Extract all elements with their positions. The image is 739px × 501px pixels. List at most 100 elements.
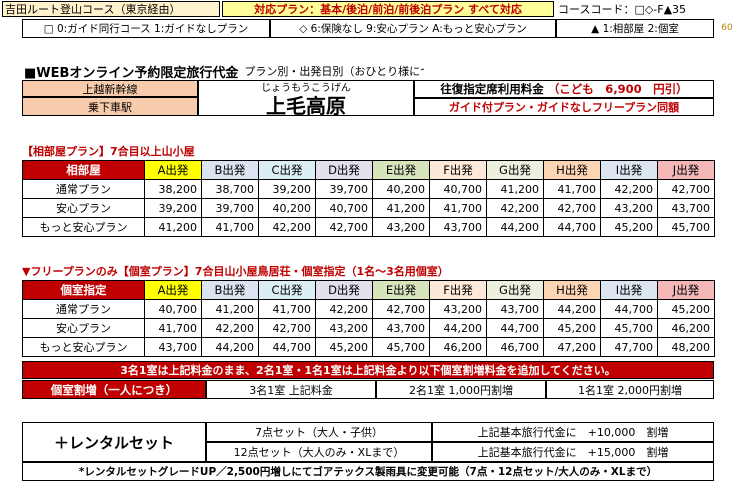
rental-set-7: 7点セット（大人・子供） [206,422,432,442]
price-cell: 43,700 [657,198,715,218]
departure-header: H出発 [543,160,601,180]
train-label: 上越新幹線 [22,80,198,97]
price-cell: 39,200 [144,198,202,218]
plan-name: 安心プラン [22,318,145,338]
course-code: コースコード：□◇-F▲35 [558,3,687,16]
departure-header: I出発 [600,160,658,180]
price-cell: 41,200 [372,198,430,218]
table-row: 安心プラン 41,700 42,200 42,700 43,200 43,700 44,20… [22,318,715,338]
price-cell: 40,200 [258,198,316,218]
price-cell: 41,700 [543,179,601,199]
price-cell: 44,200 [486,217,544,237]
guide-note: ガイド付プラン・ガイドなしフリープラン同額 [414,98,714,116]
departure-header: J出発 [657,280,715,300]
price-cell: 45,700 [657,217,715,237]
price-cell: 46,200 [657,318,715,338]
page-title-sub: プラン別・出発日別（おひとり様につき／単位：円） [244,65,424,78]
private-section-title: ▼フリープランのみ【個室プラン】7合目山小屋鳥居荘・個室指定（1名～3名用個室） [22,265,449,278]
price-cell: 43,700 [486,299,544,319]
surcharge-banner: 3名1室は上記料金のまま、2名1室・1名1室は上記料金より以下個室割増料金を追加… [22,361,714,379]
price-cell: 44,200 [429,318,487,338]
child-fare: （こども 6,900 円引） [547,82,688,96]
price-cell: 45,200 [600,217,658,237]
departure-header: C出発 [258,160,316,180]
departure-header: B出発 [201,160,259,180]
price-cell: 43,700 [429,217,487,237]
price-cell: 43,200 [429,299,487,319]
price-cell: 38,200 [144,179,202,199]
rental-set-7-price: 上記基本旅行代金に +10,000 割増 [432,422,714,442]
price-cell: 47,200 [543,337,601,357]
departure-header: G出発 [486,280,544,300]
price-cell: 41,200 [144,217,202,237]
price-cell: 38,700 [201,179,259,199]
price-cell: 46,700 [486,337,544,357]
fare-label-text: 往復指定席利用料金 [440,82,544,96]
price-cell: 39,700 [315,179,373,199]
price-cell: 43,200 [600,198,658,218]
board-label: 乗下車駅 [22,97,198,116]
plan-name: もっと安心プラン [22,337,145,357]
table-row: 安心プラン 39,200 39,700 40,200 40,700 41,200 41,70… [22,198,715,218]
rental-note: *レンタルセットグレードUP／2,500円増しにてゴアテックス製雨具に変更可能（… [22,462,714,481]
price-cell: 43,700 [144,337,202,357]
shared-price-table: 相部屋 A出発 B出発 C出発 D出発 E出発 F出発 G出発 H出発 I出発 J出発 通常プラン 38… [22,160,715,237]
price-cell: 41,700 [258,299,316,319]
fare-label: 往復指定席利用料金 （こども 6,900 円引） [414,80,714,98]
page-title-main: ■WEBオンライン予約限定旅行代金 [24,65,239,81]
price-cell: 39,700 [201,198,259,218]
price-cell: 42,700 [258,318,316,338]
price-cell: 42,200 [201,318,259,338]
price-cell: 41,700 [144,318,202,338]
rental-set-12: 12点セット（大人のみ・XLまで） [206,442,432,462]
price-cell: 42,700 [372,299,430,319]
price-cell: 42,700 [315,217,373,237]
table-corner-label: 相部屋 [22,160,145,180]
legend-guide: □ 0:ガイド同行コース 1:ガイドなしプラン [22,19,270,38]
price-cell: 45,200 [657,299,715,319]
rental-title: ＋レンタルセット [22,422,206,462]
departure-header: A出発 [144,160,202,180]
price-cell: 42,200 [315,299,373,319]
price-cell: 40,200 [372,179,430,199]
price-cell: 45,200 [543,318,601,338]
page-number: 60 [721,23,733,33]
departure-header: A出発 [144,280,202,300]
departure-header: E出発 [372,280,430,300]
departure-header: F出発 [429,160,487,180]
price-cell: 44,700 [486,318,544,338]
price-cell: 44,200 [201,337,259,357]
station-kana: じょうもうこうげん [261,83,351,93]
price-cell: 43,700 [372,318,430,338]
price-cell: 41,700 [201,217,259,237]
surcharge-two-person: 2名1室 1,000円割増 [376,380,546,399]
surcharge-three-person: 3名1室 上記料金 [206,380,376,399]
departure-header: H出発 [543,280,601,300]
private-price-table: 個室指定 A出発 B出発 C出発 D出発 E出発 F出発 G出発 H出発 I出発 J出発 通常プラン 4… [22,280,715,357]
station-name: 上毛高原 [266,93,346,117]
price-cell: 41,200 [201,299,259,319]
shared-section-title: 【相部屋プラン】7合目以上山小屋 [22,145,195,158]
price-cell: 44,700 [543,217,601,237]
station-box [198,80,414,116]
price-cell: 42,200 [258,217,316,237]
price-cell: 40,700 [315,198,373,218]
departure-header: E出発 [372,160,430,180]
price-cell: 45,700 [372,337,430,357]
departure-header: C出発 [258,280,316,300]
price-cell: 42,700 [543,198,601,218]
price-cell: 42,200 [486,198,544,218]
price-cell: 44,700 [258,337,316,357]
page-title: ■WEBオンライン予約限定旅行代金 プラン別・出発日別（おひとり様につき／単位：… [24,62,424,80]
price-cell: 39,200 [258,179,316,199]
legend-room: ▲ 1:相部屋 2:個室 [556,19,714,38]
price-cell: 43,200 [372,217,430,237]
price-cell: 42,700 [657,179,715,199]
plan-name: もっと安心プラン [22,217,145,237]
price-cell: 41,700 [429,198,487,218]
rental-set-12-price: 上記基本旅行代金に +15,000 割増 [432,442,714,462]
departure-header: B出発 [201,280,259,300]
departure-header: I出発 [600,280,658,300]
departure-header: D出発 [315,160,373,180]
table-row: もっと安心プラン 43,700 44,200 44,700 45,200 45,700 46… [22,337,715,357]
